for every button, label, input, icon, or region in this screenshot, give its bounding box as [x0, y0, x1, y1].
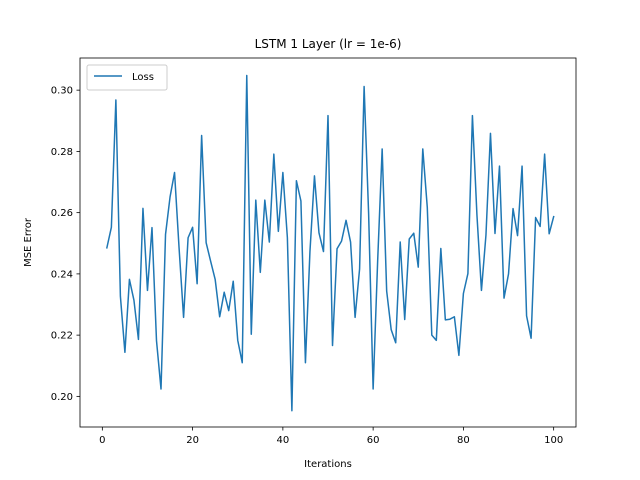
x-tick-label: 80 — [457, 435, 470, 446]
y-tick-label: 0.24 — [51, 269, 73, 280]
x-tick-label: 0 — [99, 435, 105, 446]
loss-series-line — [105, 74, 555, 412]
chart-title: LSTM 1 Layer (lr = 1e-6) — [255, 37, 402, 51]
x-tick-label: 20 — [186, 435, 199, 446]
legend: Loss — [86, 64, 168, 91]
y-tick-label: 0.20 — [51, 392, 73, 403]
x-tick-label: 60 — [367, 435, 380, 446]
y-axis-ticks: 0.20 0.22 0.24 0.26 0.28 0.30 — [51, 86, 80, 403]
y-tick-label: 0.30 — [51, 86, 73, 97]
x-tick-label: 40 — [277, 435, 290, 446]
y-tick-label: 0.28 — [51, 147, 73, 158]
y-tick-label: 0.26 — [51, 208, 73, 219]
x-tick-label: 100 — [544, 435, 563, 446]
legend-label-loss: Loss — [132, 72, 154, 83]
legend-box — [86, 64, 168, 91]
y-tick-label: 0.22 — [51, 331, 73, 342]
y-axis-label: MSE Error — [23, 217, 34, 267]
plot-frame — [79, 57, 577, 428]
x-axis-label: Iterations — [304, 459, 352, 470]
x-axis-ticks: 0 20 40 60 80 100 — [99, 427, 563, 446]
